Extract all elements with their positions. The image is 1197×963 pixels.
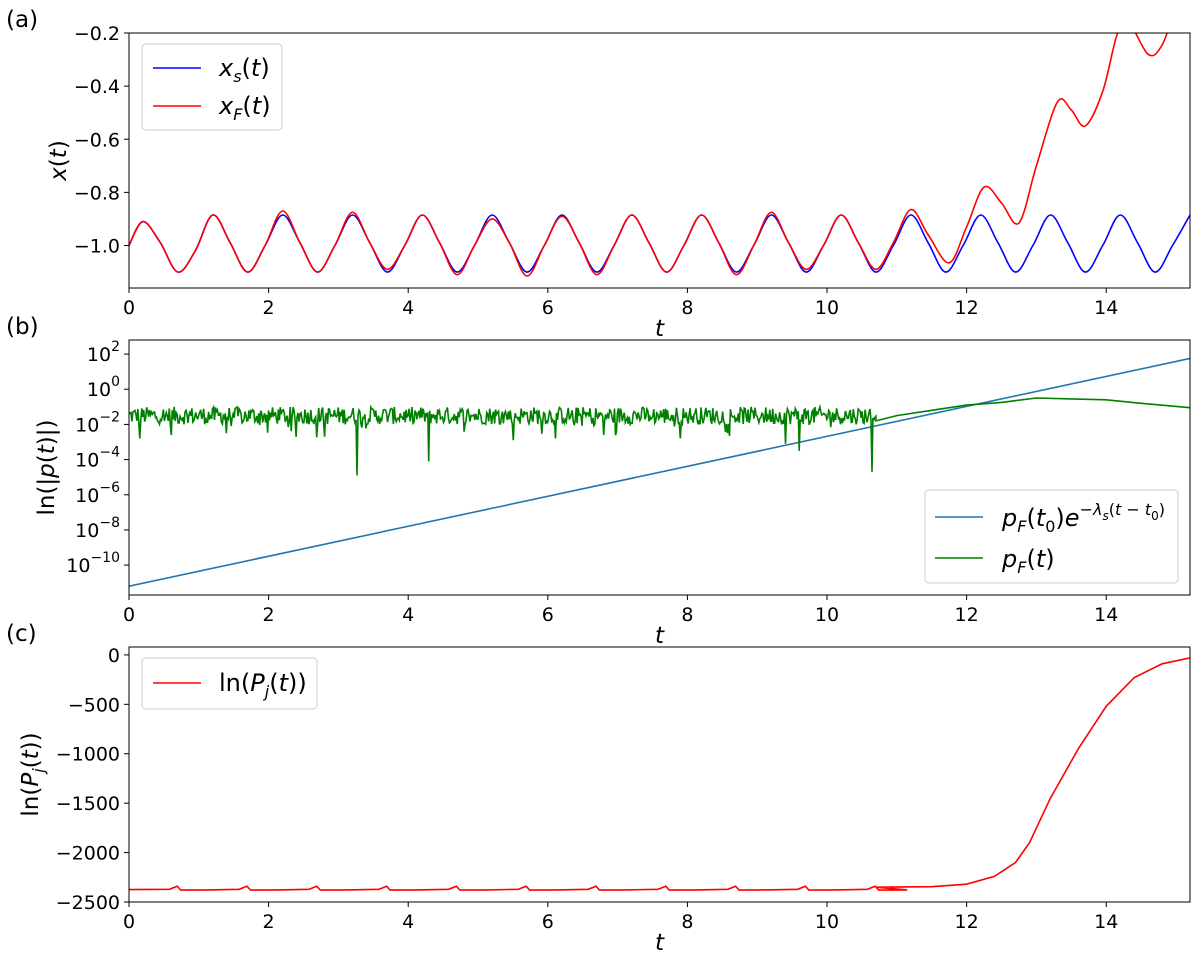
y-tick-label: 10−8 — [75, 515, 120, 542]
y-tick-label: −0.8 — [74, 182, 120, 204]
x-tick-label: 8 — [681, 911, 693, 933]
y-tick-label: 10−2 — [75, 409, 120, 436]
y-axis-label: x(t) — [46, 140, 72, 182]
y-tick-label: −1.0 — [74, 236, 120, 258]
y-tick-label: 10−4 — [75, 445, 120, 472]
x-tick-label: 10 — [815, 604, 839, 626]
x-tick-label: 6 — [542, 911, 554, 933]
axes-frame — [128, 646, 1191, 903]
legend-box — [141, 657, 318, 710]
x-tick-label: 14 — [1094, 604, 1118, 626]
x-tick-label: 8 — [681, 604, 693, 626]
x-tick-label: 2 — [263, 297, 275, 319]
y-tick-label: 100 — [87, 374, 120, 401]
y-tick-label: 0 — [108, 645, 120, 667]
legend-item-xs: xs(t) — [218, 54, 270, 86]
x-tick-label: 12 — [955, 911, 979, 933]
x-tick-label: 14 — [1094, 297, 1118, 319]
panel-c: 0 2 4 6 8 10 12 14 −2500 −2000 −1500 −1000 −500 0 t ln(… — [18, 645, 1191, 956]
legend: pF(t0)e−λs(t − t0) pF(t) — [924, 489, 1179, 584]
legend-box — [141, 43, 283, 131]
y-tick-label: −500 — [68, 694, 120, 716]
y-tick-label: 10−6 — [75, 480, 120, 507]
y-tick-label: 10−10 — [66, 550, 120, 577]
series-pf-line — [129, 397, 1190, 476]
plot-area — [129, 33, 1190, 277]
legend: ln(Pj(t)) — [141, 657, 318, 710]
panel-label-b: (b) — [6, 314, 39, 340]
series-lnpj-line — [129, 657, 1190, 891]
y-tick-label: 102 — [87, 339, 120, 366]
x-tick-label: 6 — [542, 297, 554, 319]
x-tick-label: 6 — [542, 604, 554, 626]
x-tick-label: 12 — [955, 297, 979, 319]
y-axis-label: ln(|p(t)|) — [34, 419, 60, 515]
x-tick-label: 10 — [815, 911, 839, 933]
x-axis-label: t — [655, 623, 665, 649]
x-tick-label: 0 — [123, 911, 135, 933]
panel-b: 0 2 4 6 8 10 12 14 10−10 10−8 10−6 10−4 10−2 100 102 t l… — [34, 339, 1191, 649]
panel-label-a: (a) — [6, 7, 38, 33]
series-xf-line — [129, 33, 1169, 277]
x-tick-label: 12 — [955, 604, 979, 626]
x-tick-label: 10 — [815, 297, 839, 319]
y-tick-label: −2000 — [56, 843, 120, 865]
series-pf-model-line — [129, 357, 1190, 587]
x-tick-label: 0 — [123, 297, 135, 319]
panel-a: 0 2 4 6 8 10 12 14 −1.0 −0.8 −0.6 −0.4 −0.2 t x(t) xs(t… — [46, 23, 1191, 342]
x-axis-label: t — [655, 930, 665, 956]
x-tick-label: 4 — [402, 604, 414, 626]
x-tick-label: 14 — [1094, 911, 1118, 933]
plot-area — [129, 657, 1190, 891]
x-tick-label: 2 — [263, 911, 275, 933]
legend: xs(t) xF(t) — [141, 43, 283, 131]
x-axis-label: t — [655, 316, 665, 342]
legend-box — [924, 489, 1179, 584]
legend-item-lnpj: ln(Pj(t)) — [219, 669, 307, 701]
x-tick-label: 4 — [402, 911, 414, 933]
y-tick-label: −0.2 — [74, 23, 120, 45]
x-tick-label: 0 — [123, 604, 135, 626]
y-axis-label: ln(Pj(t)) — [18, 732, 48, 816]
y-tick-label: −2500 — [56, 892, 120, 914]
y-tick-label: −0.4 — [74, 76, 120, 98]
x-tick-label: 8 — [681, 297, 693, 319]
y-tick-label: −1000 — [56, 744, 120, 766]
y-tick-label: −1500 — [56, 793, 120, 815]
legend-item-pf: pF(t) — [1001, 545, 1055, 577]
legend-item-pf-model: pF(t0)e−λs(t − t0) — [1001, 500, 1165, 536]
axes-frame — [128, 339, 1191, 596]
x-tick-label: 4 — [402, 297, 414, 319]
axes-frame — [128, 32, 1191, 289]
legend-item-xf: xF(t) — [218, 92, 271, 124]
plot-area — [129, 357, 1190, 587]
x-tick-label: 2 — [263, 604, 275, 626]
y-tick-label: −0.6 — [74, 129, 120, 151]
panel-label-c: (c) — [6, 621, 37, 647]
